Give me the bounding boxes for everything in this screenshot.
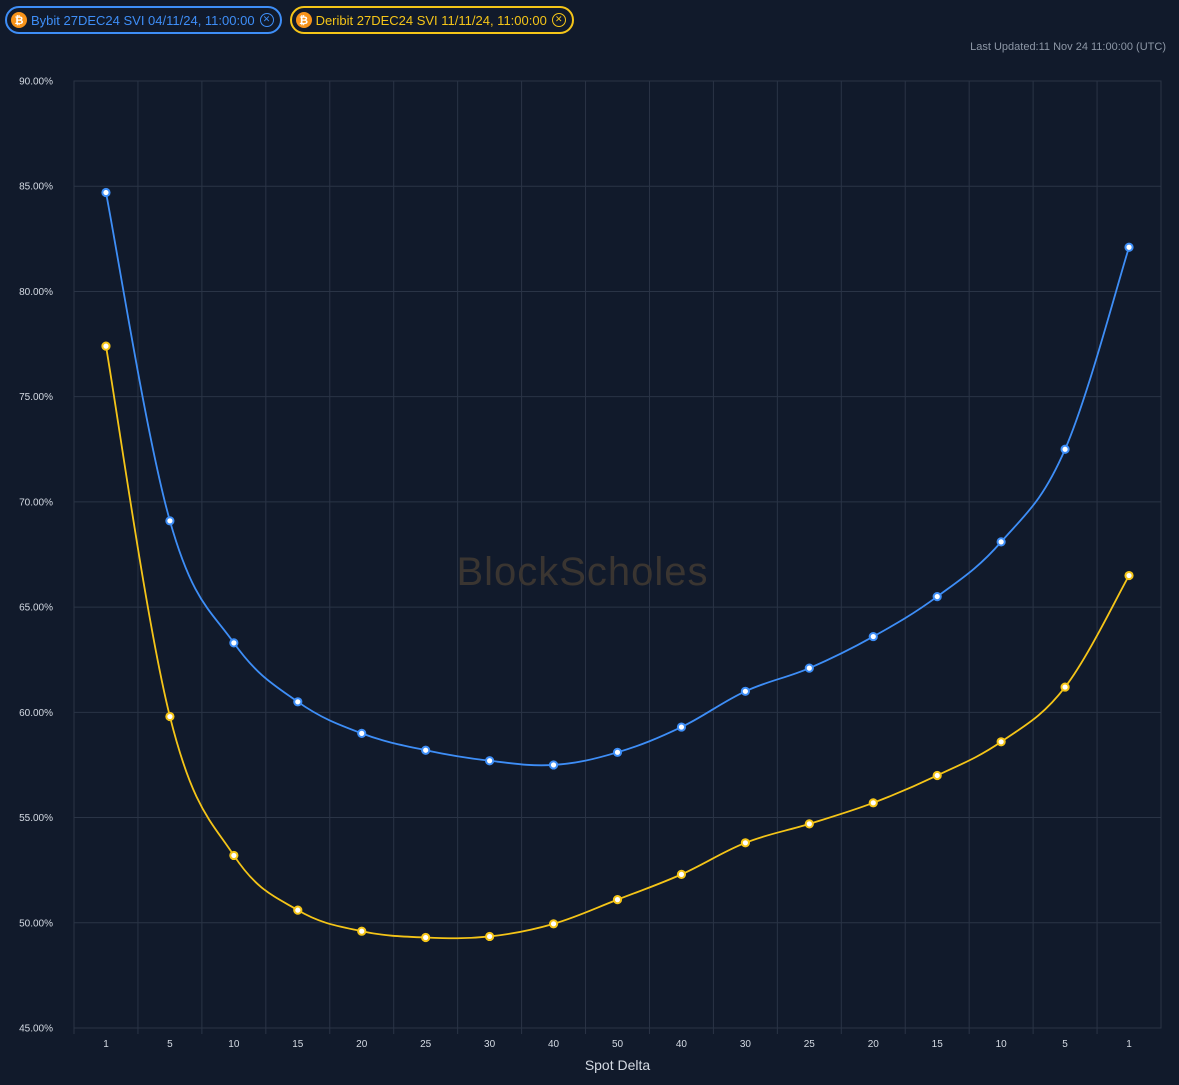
x-tick-label: 20 — [868, 1039, 880, 1050]
data-point — [612, 895, 623, 905]
data-point — [229, 638, 239, 648]
x-tick-label: 20 — [356, 1039, 368, 1050]
legend-label: Bybit 27DEC24 SVI 04/11/24, 11:00:00 — [31, 12, 255, 28]
x-tick-label: 5 — [167, 1039, 173, 1050]
y-tick-label: 80.00% — [19, 287, 53, 298]
data-point — [932, 770, 942, 781]
x-tick-label: 15 — [292, 1039, 304, 1050]
y-tick-label: 65.00% — [19, 603, 53, 614]
bitcoin-icon: ₿ — [11, 12, 27, 28]
data-point — [932, 591, 942, 602]
data-point — [996, 537, 1006, 547]
data-point — [1124, 570, 1134, 581]
x-tick-label: 1 — [103, 1039, 109, 1050]
x-tick-label: 10 — [996, 1039, 1008, 1050]
x-axis-label: Spot Delta — [585, 1057, 651, 1073]
data-point — [996, 737, 1006, 747]
x-tick-label: 1 — [1126, 1039, 1132, 1050]
data-point — [1060, 682, 1070, 692]
data-point — [804, 819, 814, 829]
legend-chip-deribit[interactable]: ₿ Deribit 27DEC24 SVI 11/11/24, 11:00:00… — [289, 6, 574, 34]
x-tick-label: 30 — [484, 1039, 496, 1050]
data-point — [293, 697, 303, 707]
legend-chip-bybit[interactable]: ₿ Bybit 27DEC24 SVI 04/11/24, 11:00:00 ✕ — [5, 6, 282, 34]
close-icon[interactable]: ✕ — [259, 13, 274, 27]
bitcoin-icon: ₿ — [295, 12, 312, 28]
x-tick-label: 30 — [740, 1039, 752, 1050]
data-point — [421, 932, 431, 943]
data-point — [101, 341, 111, 351]
data-point — [229, 850, 239, 861]
data-point — [1060, 444, 1070, 454]
series-line-0 — [105, 192, 1130, 767]
data-point — [293, 905, 303, 915]
data-point — [740, 686, 750, 696]
x-tick-label: 40 — [676, 1039, 688, 1050]
data-point — [868, 631, 878, 642]
data-point — [165, 516, 175, 526]
data-point — [548, 760, 559, 770]
y-tick-label: 85.00% — [19, 182, 53, 193]
data-point — [676, 869, 687, 879]
x-tick-label: 40 — [548, 1039, 560, 1050]
x-tick-label: 5 — [1062, 1039, 1068, 1050]
legend: ₿ Bybit 27DEC24 SVI 04/11/24, 11:00:00 ✕… — [5, 6, 574, 34]
y-tick-label: 45.00% — [19, 1024, 53, 1035]
data-point — [421, 745, 431, 755]
data-point — [357, 728, 367, 738]
data-point — [868, 798, 878, 808]
data-point — [357, 926, 367, 936]
data-point — [548, 919, 559, 929]
series-line-1 — [105, 346, 1130, 940]
y-tick-label: 70.00% — [19, 497, 53, 508]
y-tick-label: 60.00% — [19, 708, 53, 719]
data-point — [804, 663, 814, 673]
data-point — [485, 756, 495, 766]
y-tick-label: 50.00% — [19, 918, 53, 929]
data-point — [485, 931, 495, 942]
y-tick-label: 75.00% — [19, 392, 53, 403]
last-updated: Last Updated:11 Nov 24 11:00:00 (UTC) — [970, 41, 1166, 53]
data-point — [1124, 242, 1134, 252]
x-tick-label: 25 — [804, 1039, 816, 1050]
data-point — [612, 747, 623, 757]
close-icon[interactable]: ✕ — [551, 13, 566, 27]
x-tick-label: 15 — [932, 1039, 944, 1050]
data-point — [101, 187, 111, 198]
data-point — [740, 838, 750, 848]
data-point — [165, 711, 175, 722]
legend-label: Deribit 27DEC24 SVI 11/11/24, 11:00:00 — [315, 12, 547, 28]
x-tick-label: 50 — [612, 1039, 624, 1050]
y-tick-label: 90.00% — [19, 77, 53, 88]
x-tick-label: 25 — [420, 1039, 432, 1050]
y-tick-label: 55.00% — [19, 813, 53, 824]
data-point — [676, 722, 687, 732]
watermark: BlockScholes — [456, 550, 708, 594]
x-tick-label: 10 — [228, 1039, 240, 1050]
